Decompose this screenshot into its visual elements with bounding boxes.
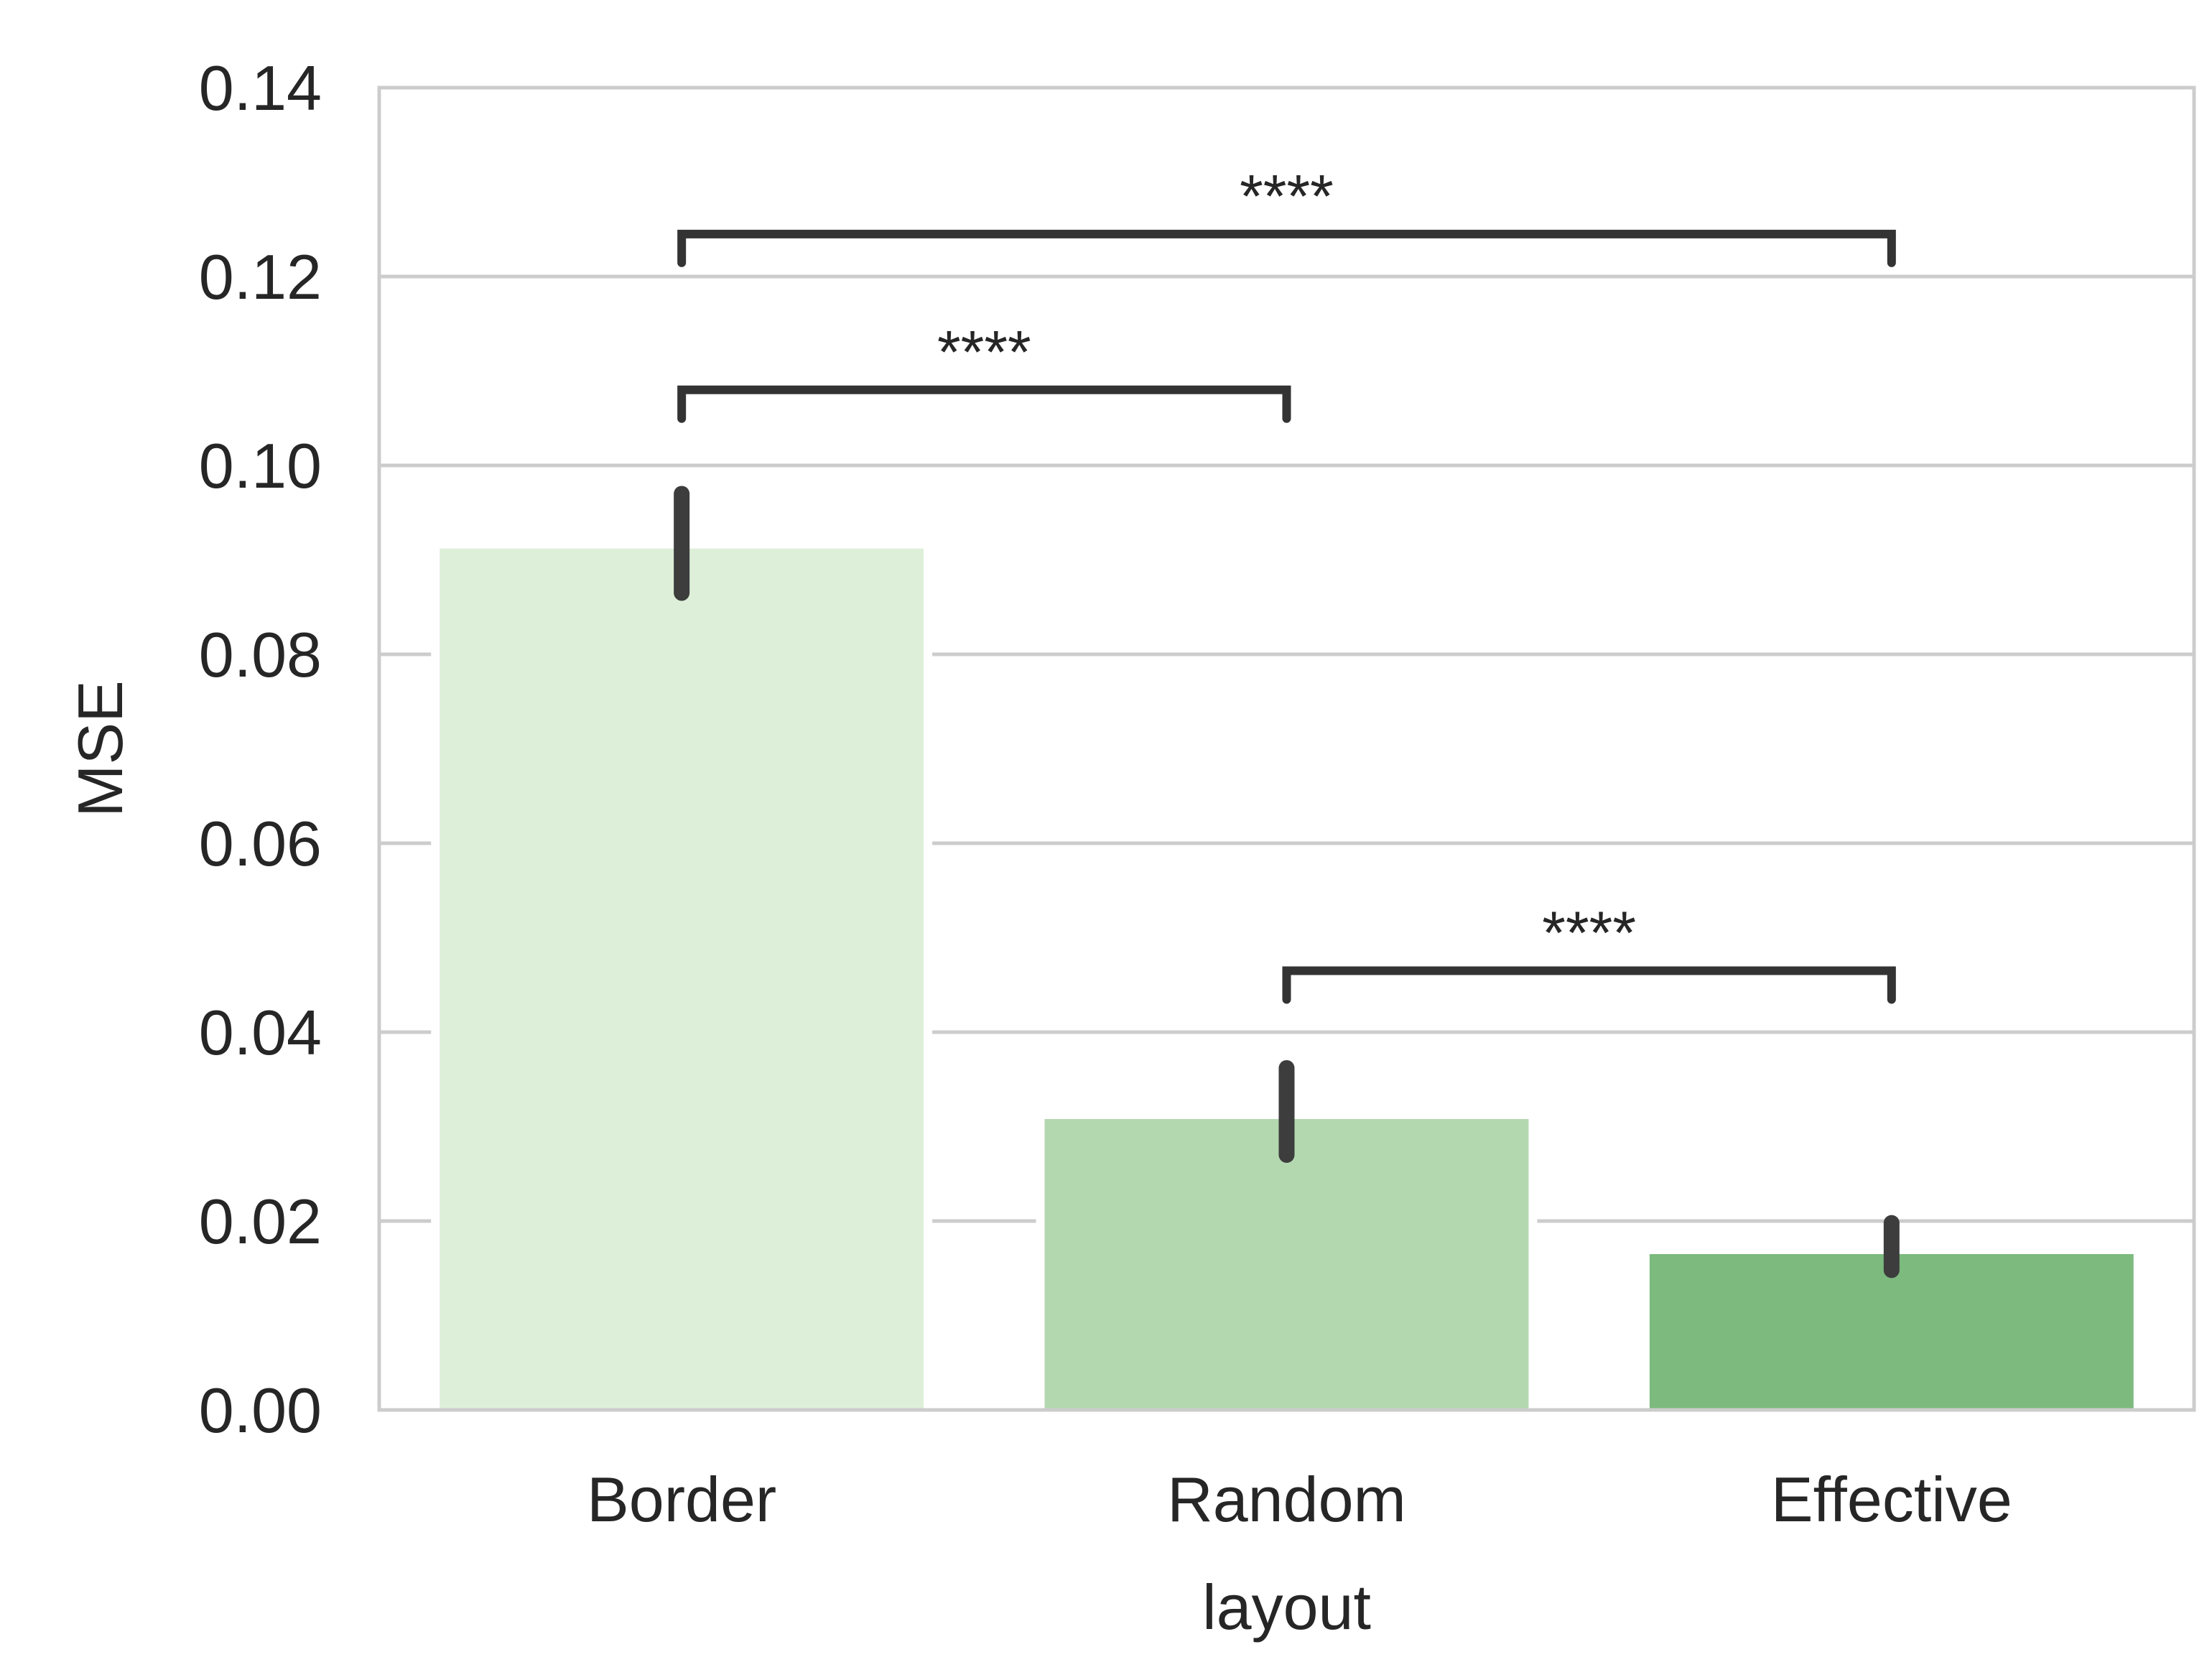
error-bars	[674, 486, 1900, 1278]
bars	[431, 547, 2142, 1410]
x-tick-label: Border	[587, 1464, 776, 1535]
y-tick-label: 0.02	[199, 1186, 322, 1257]
x-tick-label: Effective	[1771, 1464, 2012, 1535]
significance-bracket	[677, 385, 1291, 423]
x-axis-label: layout	[1202, 1572, 1371, 1643]
bar	[1044, 1118, 1529, 1410]
y-tick-label: 0.10	[199, 430, 322, 501]
y-tick-label: 0.14	[199, 52, 322, 124]
significance-label: ****	[937, 318, 1031, 386]
plot-frame	[377, 85, 2196, 1412]
y-tick-label: 0.12	[199, 241, 322, 312]
x-tick-label: Random	[1167, 1464, 1406, 1535]
y-tick-label: 0.04	[199, 997, 322, 1068]
y-tick-labels: 0.00 0.02 0.04 0.06 0.08 0.10 0.12 0.14	[199, 52, 322, 1446]
bar	[440, 548, 924, 1410]
bar	[1649, 1254, 2134, 1410]
significance-bracket	[677, 229, 1896, 267]
significance-bracket	[1282, 966, 1896, 1004]
y-axis-label: MSE	[65, 680, 136, 817]
significance-brackets: **** **** ****	[677, 162, 1896, 1004]
y-tick-label: 0.08	[199, 619, 322, 690]
significance-label: ****	[1240, 162, 1334, 230]
significance-label: ****	[1542, 899, 1636, 967]
y-tick-label: 0.06	[199, 808, 322, 879]
y-tick-label: 0.00	[199, 1375, 322, 1446]
x-tick-labels: Border Random Effective	[587, 1464, 2012, 1535]
